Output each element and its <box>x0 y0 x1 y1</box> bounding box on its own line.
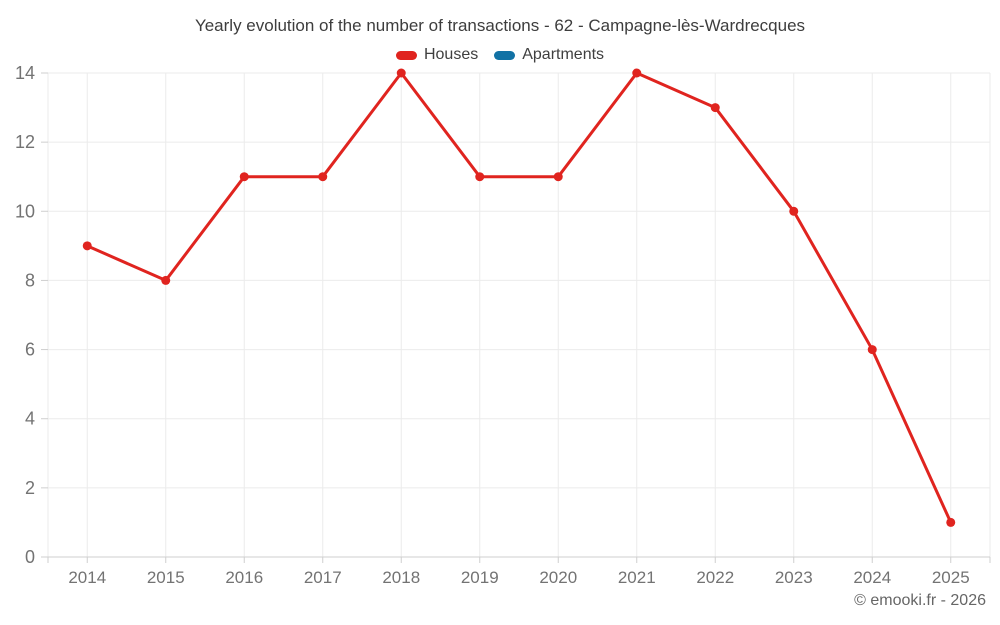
houses-point-2017 <box>318 172 328 182</box>
svg-text:2025: 2025 <box>932 568 970 587</box>
svg-text:2017: 2017 <box>304 568 342 587</box>
houses-point-2022 <box>710 103 720 113</box>
svg-text:2016: 2016 <box>225 568 263 587</box>
svg-text:2024: 2024 <box>853 568 891 587</box>
svg-text:0: 0 <box>25 547 35 567</box>
svg-text:8: 8 <box>25 270 35 290</box>
page-title: Yearly evolution of the number of transa… <box>194 16 806 35</box>
legend-label-apartments: Apartments <box>522 46 605 63</box>
axis-ticks <box>41 72 991 563</box>
houses-point-2024 <box>867 345 877 355</box>
svg-text:2020: 2020 <box>539 568 577 587</box>
houses-point-2023 <box>789 206 799 216</box>
houses-point-2014 <box>82 241 92 251</box>
legend-label-houses: Houses <box>423 46 479 63</box>
houses-point-2019 <box>475 172 485 182</box>
svg-text:2018: 2018 <box>382 568 420 587</box>
houses-point-2025 <box>946 517 956 527</box>
svg-text:2023: 2023 <box>775 568 813 587</box>
legend-item-apartments[interactable]: Apartments <box>494 46 604 64</box>
x-axis-labels: 2014 2015 2016 2017 2018 2019 2020 2021 2022 2023… <box>68 568 969 587</box>
svg-text:2015: 2015 <box>147 568 185 587</box>
gridlines <box>47 72 991 558</box>
houses-point-2021 <box>632 68 642 78</box>
houses-swatch-icon <box>395 50 417 60</box>
svg-text:12: 12 <box>15 132 35 152</box>
svg-text:4: 4 <box>25 409 35 429</box>
houses-point-2016 <box>239 172 249 182</box>
svg-text:14: 14 <box>15 63 35 83</box>
svg-text:2021: 2021 <box>618 568 656 587</box>
legend-item-houses[interactable]: Houses <box>395 46 479 64</box>
svg-text:2022: 2022 <box>696 568 734 587</box>
legend: Houses Apartments <box>0 46 1000 64</box>
svg-text:2014: 2014 <box>68 568 106 587</box>
svg-text:6: 6 <box>25 340 35 360</box>
houses-point-2020 <box>553 172 563 182</box>
svg-text:10: 10 <box>15 201 35 221</box>
copyright-text: © emooki.fr - 2026 <box>854 592 986 609</box>
houses-point-2015 <box>161 275 171 285</box>
apartments-swatch-icon <box>494 50 516 60</box>
houses-point-2018 <box>396 68 406 78</box>
houses-line <box>85 71 953 524</box>
svg-text:2: 2 <box>25 478 35 498</box>
y-axis-labels: 0 2 4 6 8 10 12 14 <box>15 63 35 567</box>
svg-text:2019: 2019 <box>461 568 499 587</box>
